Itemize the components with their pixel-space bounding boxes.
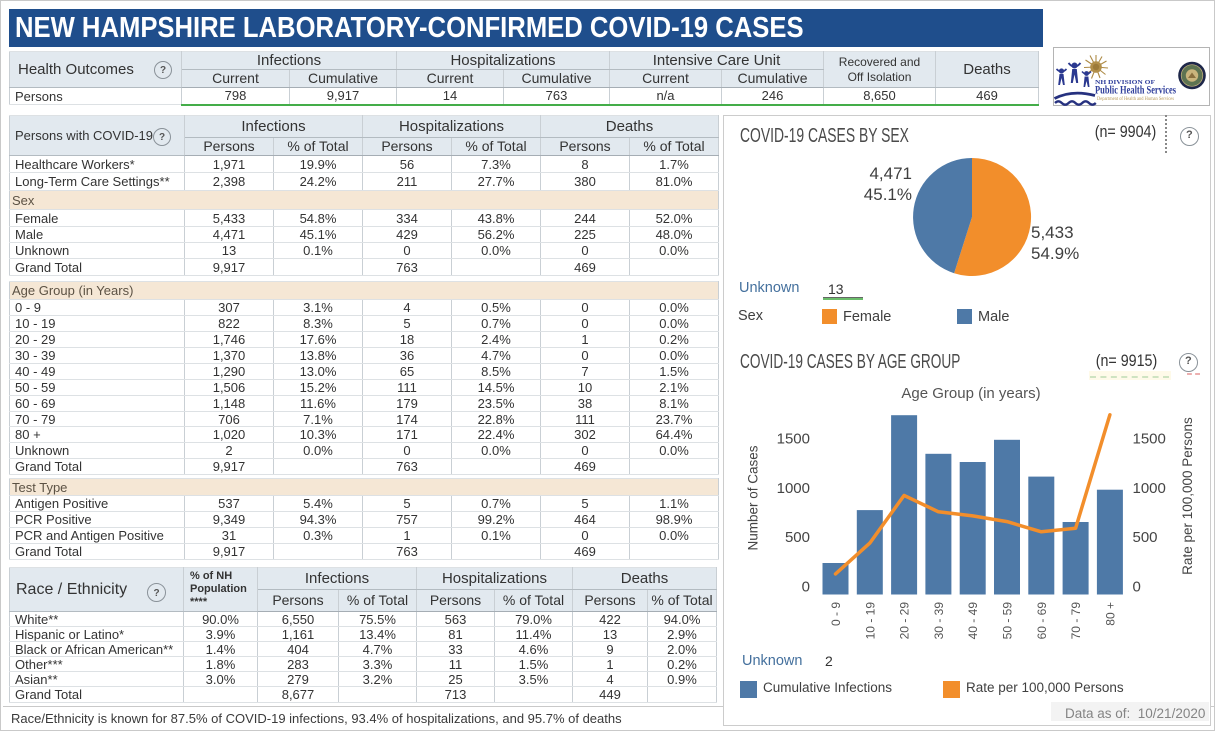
- svg-text:Number of Cases: Number of Cases: [746, 445, 761, 550]
- svg-text:Department of Health and Human: Department of Health and Human Services: [1097, 95, 1174, 102]
- svg-text:Age Group (in years): Age Group (in years): [901, 385, 1040, 402]
- svg-text:40 - 49: 40 - 49: [966, 602, 980, 640]
- svg-text:NH DIVISION OF: NH DIVISION OF: [1095, 80, 1155, 86]
- svg-text:Public Health Services: Public Health Services: [1095, 83, 1176, 97]
- svg-text:1500: 1500: [1133, 431, 1166, 448]
- svg-text:1500: 1500: [777, 431, 810, 448]
- svg-text:1000: 1000: [777, 480, 810, 497]
- svg-text:70 - 79: 70 - 79: [1069, 602, 1083, 640]
- svg-text:10 - 19: 10 - 19: [863, 602, 877, 640]
- svg-text:500: 500: [785, 529, 810, 546]
- svg-text:80 +: 80 +: [1103, 602, 1117, 626]
- svg-text:Rate per 100,000 Persons: Rate per 100,000 Persons: [1180, 417, 1195, 575]
- svg-text:500: 500: [1133, 529, 1158, 546]
- svg-text:20 - 29: 20 - 29: [898, 602, 912, 640]
- svg-text:0: 0: [802, 579, 810, 596]
- svg-text:0 - 9: 0 - 9: [829, 602, 843, 626]
- svg-text:0: 0: [1133, 579, 1141, 596]
- svg-text:50 - 59: 50 - 59: [1001, 602, 1015, 640]
- svg-text:60 - 69: 60 - 69: [1035, 602, 1049, 640]
- svg-text:30 - 39: 30 - 39: [932, 602, 946, 640]
- svg-text:1000: 1000: [1133, 480, 1166, 497]
